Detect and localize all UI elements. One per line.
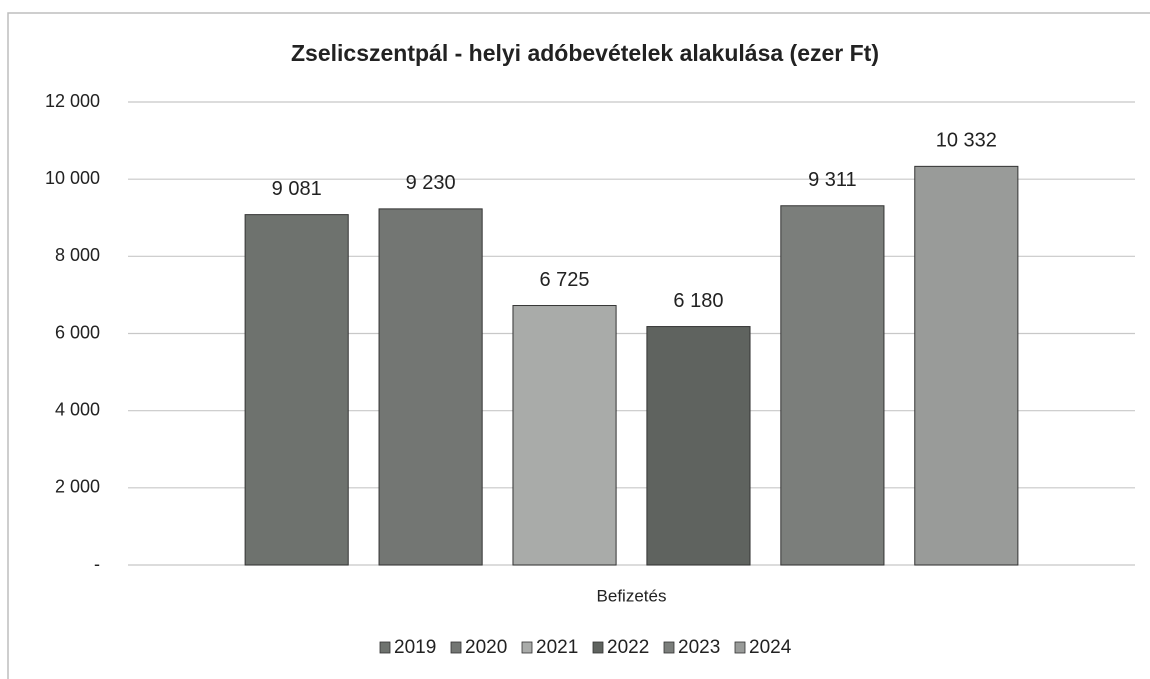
y-tick-label: 10 000 xyxy=(45,168,100,188)
bar xyxy=(646,326,751,566)
legend-label: 2023 xyxy=(678,637,720,658)
value-label: 9 311 xyxy=(808,169,857,191)
y-tick-label: 4 000 xyxy=(55,399,100,419)
bar xyxy=(378,208,483,566)
value-label: 10 332 xyxy=(936,130,997,152)
y-tick-label: - xyxy=(94,554,100,574)
legend-label: 2019 xyxy=(394,637,436,658)
legend-label: 2022 xyxy=(607,637,649,658)
x-tick-label: Befizetés xyxy=(597,586,667,605)
y-tick-label: 8 000 xyxy=(55,245,100,265)
legend-label: 2020 xyxy=(465,637,507,658)
legend-label: 2024 xyxy=(749,637,792,658)
legend-swatch xyxy=(734,641,746,654)
y-tick-label: 2 000 xyxy=(55,477,100,497)
bar xyxy=(914,165,1019,566)
bar xyxy=(512,305,617,566)
y-tick-label: 12 000 xyxy=(45,91,100,111)
legend-swatch xyxy=(521,641,533,654)
chart-title: Zselicszentpál - helyi adóbevételek alak… xyxy=(291,40,879,66)
legend-swatch xyxy=(663,641,675,654)
bar xyxy=(780,205,885,566)
y-tick-label: 6 000 xyxy=(55,322,100,342)
legend-swatch xyxy=(450,641,462,654)
legend-swatch xyxy=(592,641,604,654)
bar xyxy=(244,214,349,566)
legend-swatch xyxy=(379,641,391,654)
value-label: 6 725 xyxy=(540,269,590,291)
value-label: 9 230 xyxy=(406,172,456,194)
legend-label: 2021 xyxy=(536,637,578,658)
value-label: 6 180 xyxy=(673,290,723,312)
value-label: 9 081 xyxy=(272,178,322,200)
